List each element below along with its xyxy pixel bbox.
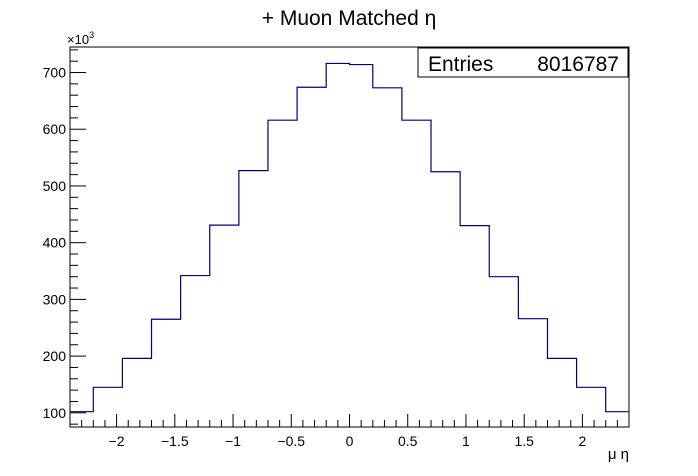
y-axis: 100 200 300 400 500 600 700: [43, 49, 86, 425]
y-tick-label: 600: [43, 121, 67, 137]
y-tick-label: 500: [43, 178, 67, 194]
y-tick-label: 700: [43, 65, 67, 81]
x-tick-label: −0.5: [277, 433, 305, 449]
x-tick-label: −1.5: [161, 433, 189, 449]
plot-frame: [69, 46, 630, 428]
chart-title: + Muon Matched η: [262, 7, 437, 30]
x-tick-label: −2: [109, 433, 125, 449]
histogram-series-line: [70, 62, 629, 413]
stats-entries-label: Entries: [428, 53, 493, 76]
x-tick-label: 1: [462, 433, 470, 449]
stats-box: Entries 8016787: [417, 47, 629, 78]
stats-entries-value: 8016787: [537, 53, 619, 76]
y-multiplier-label: ×103: [67, 30, 94, 47]
x-axis: −2 −1.5 −1 −0.5 0 0.5 1 1.5 2: [81, 414, 618, 449]
y-tick-label: 400: [43, 235, 67, 251]
y-multiplier-exponent: 3: [89, 30, 94, 40]
y-tick-label: 100: [43, 405, 67, 421]
x-axis-label: μ η: [608, 446, 629, 463]
x-tick-label: 0: [346, 433, 354, 449]
y-tick-label: 200: [43, 348, 67, 364]
x-tick-label: −1: [225, 433, 241, 449]
y-tick-label: 300: [43, 291, 67, 307]
x-tick-label: 1.5: [514, 433, 534, 449]
x-tick-label: 0.5: [398, 433, 418, 449]
x-tick-label: 2: [579, 433, 587, 449]
